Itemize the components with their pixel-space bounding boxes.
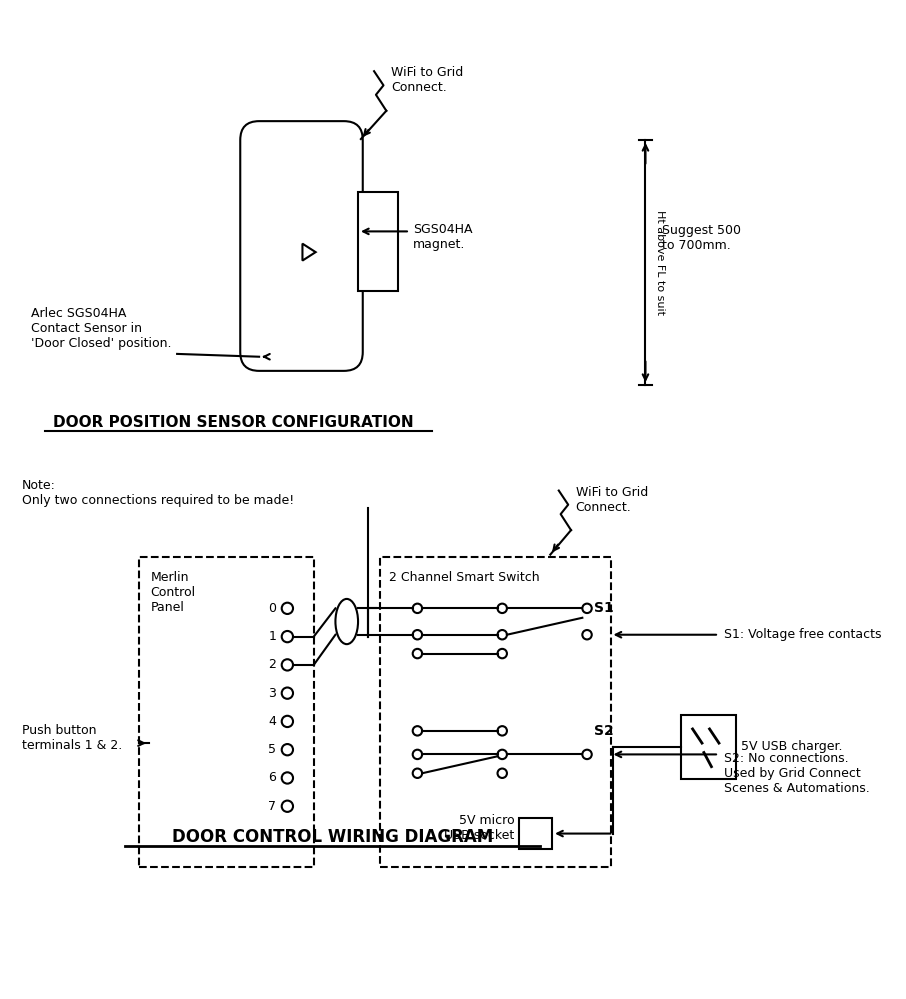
Bar bbox=[380, 556, 611, 867]
Text: 6: 6 bbox=[268, 771, 276, 784]
Text: 3: 3 bbox=[268, 686, 276, 699]
Text: Ht above FL to suit: Ht above FL to suit bbox=[655, 210, 665, 315]
Text: DOOR POSITION SENSOR CONFIGURATION: DOOR POSITION SENSOR CONFIGURATION bbox=[53, 416, 414, 431]
Text: S2: S2 bbox=[593, 724, 613, 738]
Text: Push button
terminals 1 & 2.: Push button terminals 1 & 2. bbox=[22, 724, 122, 752]
Text: WiFi to Grid
Connect.: WiFi to Grid Connect. bbox=[575, 486, 648, 513]
Text: 2: 2 bbox=[268, 658, 276, 671]
Bar bbox=[519, 818, 552, 848]
Text: 4: 4 bbox=[268, 715, 276, 728]
Text: 2 Channel Smart Switch: 2 Channel Smart Switch bbox=[390, 570, 540, 583]
Text: SGS04HA
magnet.: SGS04HA magnet. bbox=[413, 223, 472, 251]
Text: S2: No connections.
Used by Grid Connect
Scenes & Automations.: S2: No connections. Used by Grid Connect… bbox=[724, 751, 870, 794]
Text: Arlec SGS04HA
Contact Sensor in
'Door Closed' position.: Arlec SGS04HA Contact Sensor in 'Door Cl… bbox=[31, 307, 171, 350]
Bar bbox=[140, 556, 313, 867]
Text: 0: 0 bbox=[268, 601, 276, 614]
Bar bbox=[358, 192, 398, 291]
Text: 7: 7 bbox=[268, 800, 276, 813]
Text: S1: S1 bbox=[593, 601, 613, 615]
Text: Suggest 500
to 700mm.: Suggest 500 to 700mm. bbox=[662, 224, 741, 252]
Text: 5V micro
USB socket: 5V micro USB socket bbox=[444, 814, 515, 842]
Text: S1: Voltage free contacts: S1: Voltage free contacts bbox=[724, 628, 882, 641]
Text: WiFi to Grid
Connect.: WiFi to Grid Connect. bbox=[391, 67, 463, 95]
Bar bbox=[681, 715, 736, 779]
FancyBboxPatch shape bbox=[240, 121, 362, 371]
Text: Merlin
Control
Panel: Merlin Control Panel bbox=[150, 570, 196, 613]
Text: 1: 1 bbox=[268, 630, 276, 643]
Text: 5V USB charger.: 5V USB charger. bbox=[740, 740, 843, 753]
Text: DOOR CONTROL WIRING DIAGRAM: DOOR CONTROL WIRING DIAGRAM bbox=[172, 828, 493, 846]
Text: 5: 5 bbox=[268, 743, 276, 756]
Text: Note:
Only two connections required to be made!: Note: Only two connections required to b… bbox=[22, 480, 294, 507]
